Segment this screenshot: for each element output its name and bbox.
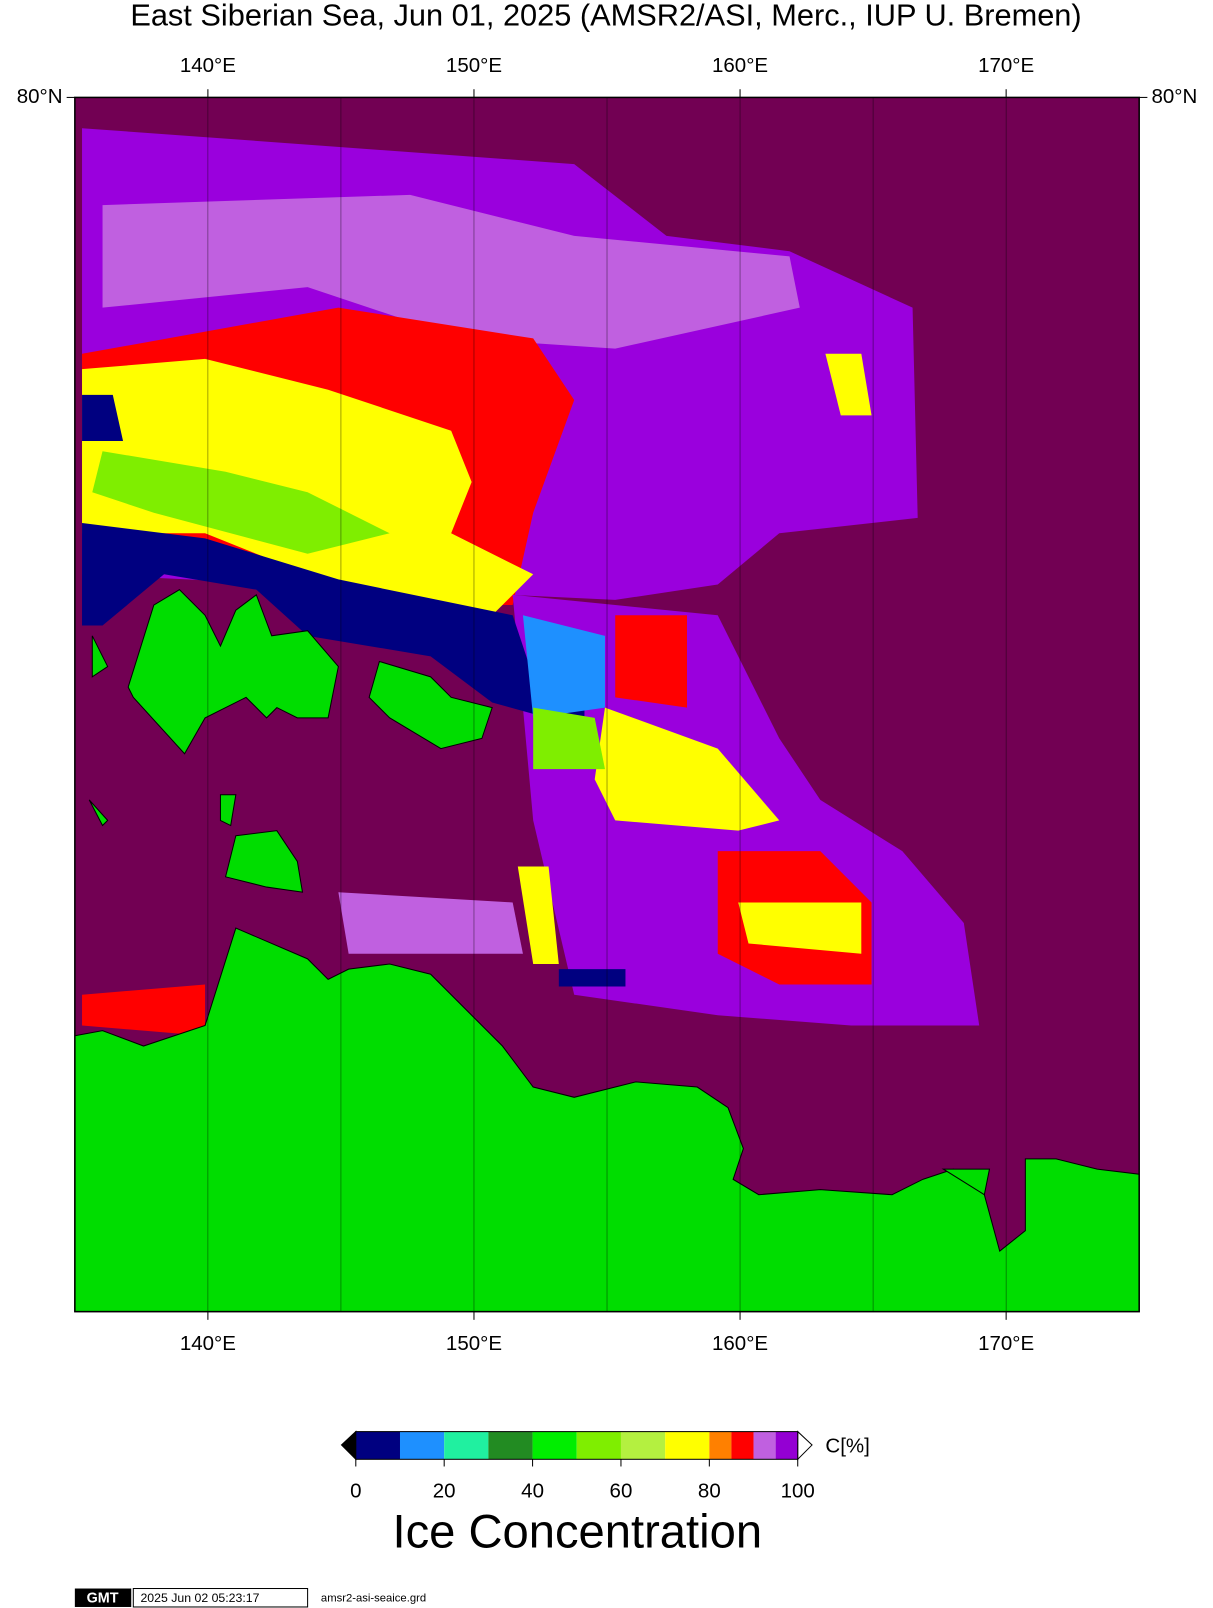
colorbar-segment [775,1431,798,1460]
title: East Siberian Sea, Jun 01, 2025 (AMSR2/A… [130,0,1081,33]
island [941,1168,991,1196]
colorbar-tick-label: 0 [350,1480,361,1503]
ice-none [82,394,124,441]
lon-label: 140°E [180,1332,236,1355]
lon-label: 160°E [712,1332,768,1355]
ice-high [102,194,800,349]
ice-mid [738,902,862,954]
graticule [207,97,1007,1312]
colorbar: C[%] Ice Concentration 0 20 40 60 80 100 [340,1430,870,1558]
lat-label: 80°N [1151,85,1197,108]
island [91,635,109,678]
colorbar-segment [355,1431,400,1460]
island [224,830,304,893]
colorbar-segment [488,1431,533,1460]
colorbar-segment [532,1431,577,1460]
colorbar-unit: C[%] [825,1434,869,1457]
colorbar-segment [709,1431,732,1460]
ice-mid [615,615,687,708]
colorbar-segment [399,1431,445,1460]
lon-label: 140°E [180,54,236,77]
colorbar-tick-label: 60 [610,1480,633,1503]
ice-high [338,892,523,954]
ice-mid [517,866,559,964]
ice-mid [825,353,872,416]
lon-label: 160°E [712,54,768,77]
colorbar-tick-label: 40 [521,1480,544,1503]
timestamp: 2025 Jun 02 05:23:17 [140,1591,259,1605]
lon-label: 150°E [446,54,502,77]
filename: amsr2-asi-seaice.grd [321,1593,426,1605]
island [219,794,237,827]
footer: GMT 2025 Jun 02 05:23:17 amsr2-asi-seaic… [74,1588,426,1608]
ice-low [533,707,605,770]
ice-low [522,615,605,718]
colorbar-segment [665,1431,710,1460]
timestamp-box [132,1588,309,1608]
island [368,660,493,750]
colorbar-tick-label: 100 [781,1480,815,1503]
ice-none [558,969,626,987]
ice-mid [594,707,780,831]
underflow-triangle [340,1430,357,1461]
logo: GMT [87,1591,119,1607]
ice-mid [82,984,206,1036]
colorbar-segment [576,1431,621,1460]
lat-label: 80°N [17,85,63,108]
lon-label: 150°E [446,1332,502,1355]
island [127,589,339,755]
map-frame [74,96,1140,1313]
overflow-triangle [797,1430,813,1461]
map: 140°E 140°E 150°E 150°E 160°E 160°E 170°E 170°E… [17,54,1198,1355]
colorbar-segment [753,1431,776,1460]
colorbar-segment [620,1431,666,1460]
lon-label: 170°E [978,1332,1034,1355]
island [88,799,109,827]
lon-label: 170°E [978,54,1034,77]
colorbar-segment [444,1431,489,1460]
colorbar-label: Ice Concentration [392,1505,762,1558]
colorbar-tick-label: 80 [698,1480,721,1503]
ice-low [92,451,390,554]
colorbar-tick-label: 20 [433,1480,456,1503]
ice-mid [82,358,534,616]
logo-box [74,1588,132,1607]
colorbar-segment [731,1431,754,1460]
colorbar-frame [355,1431,799,1460]
